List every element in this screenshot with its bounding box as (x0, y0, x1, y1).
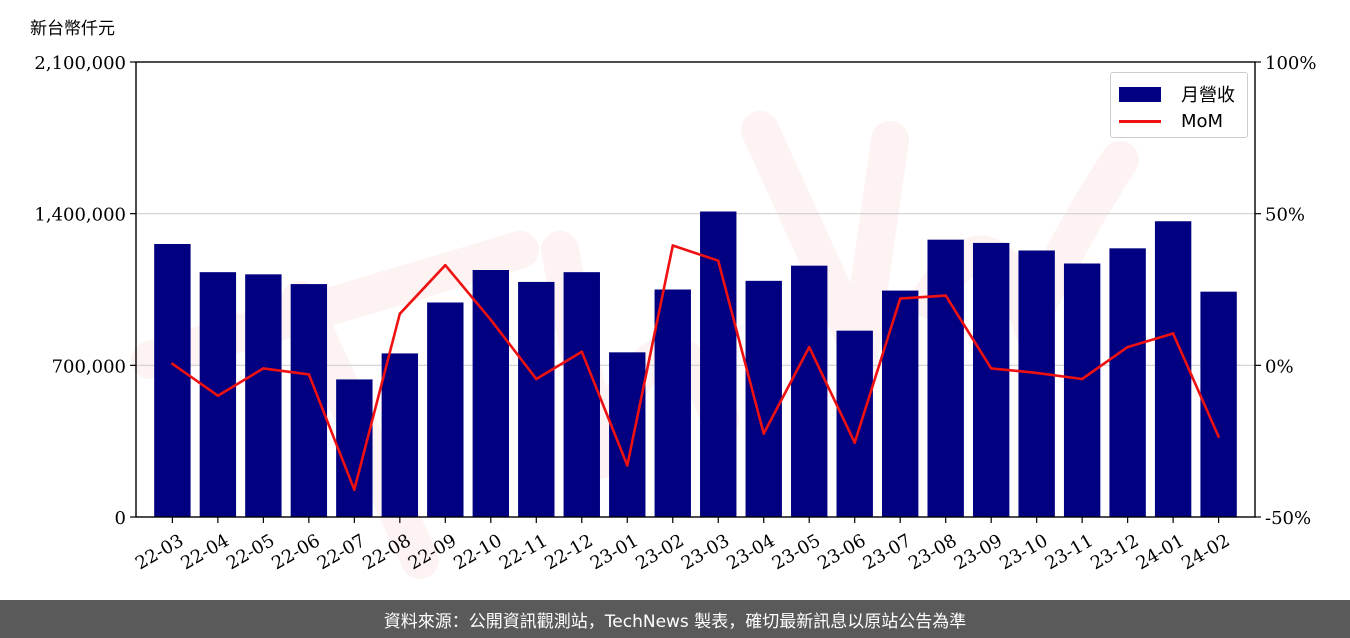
mom-point-22-06 (307, 373, 311, 376)
bar-22-09 (427, 302, 464, 517)
legend: 月營收 MoM (1110, 72, 1248, 138)
mom-point-22-11 (534, 377, 538, 381)
bar-22-05 (245, 274, 282, 517)
x-tick-label: 24-02 (1178, 530, 1233, 574)
mom-point-23-11 (1080, 377, 1084, 381)
bar-22-10 (472, 270, 509, 517)
mom-point-23-01 (625, 464, 629, 467)
y-left-tick-label: 700,000 (52, 356, 126, 377)
mom-point-23-08 (944, 294, 947, 297)
legend-item-mom: MoM (1119, 111, 1223, 132)
x-tick-label: 22-11 (496, 530, 551, 574)
plot-frame (135, 61, 1256, 518)
x-tick-label: 22-10 (450, 530, 505, 574)
bar-23-08 (927, 239, 964, 517)
source-footer: 資料來源：公開資訊觀測站，TechNews 製表，確切最新訊息以原站公告為準 (0, 600, 1350, 638)
x-tick-label: 23-09 (951, 530, 1006, 574)
bar-22-07 (336, 379, 373, 517)
bar-22-03 (154, 244, 191, 517)
legend-item-revenue: 月營收 (1119, 81, 1235, 107)
x-tick-label: 23-08 (905, 530, 960, 574)
mom-point-22-10 (489, 318, 493, 322)
bar-23-05 (791, 265, 828, 517)
legend-label-mom: MoM (1181, 111, 1224, 132)
mom-point-23-04 (762, 432, 766, 435)
x-tick-label: 23-03 (678, 530, 733, 574)
legend-swatch-bar (1119, 86, 1161, 102)
bar-22-11 (518, 281, 555, 517)
x-tick-label: 22-04 (177, 530, 232, 574)
x-tick-label: 23-06 (814, 530, 869, 574)
bar-23-11 (1063, 263, 1101, 517)
x-tick-label: 23-04 (723, 530, 778, 574)
bar-24-02 (1200, 291, 1237, 517)
x-tick-label: 23-10 (996, 530, 1051, 574)
mom-point-24-01 (1171, 332, 1175, 335)
x-tick-label: 23-01 (587, 530, 642, 574)
mom-point-22-12 (580, 350, 584, 353)
mom-point-23-03 (716, 259, 720, 262)
bar-22-06 (290, 284, 328, 517)
x-tick-label: 22-06 (268, 530, 323, 574)
bar-22-12 (563, 272, 600, 517)
y-left-tick-label: 1,400,000 (34, 205, 126, 226)
bar-23-02 (654, 289, 691, 517)
legend-label-revenue: 月營收 (1181, 85, 1235, 106)
bar-23-04 (745, 280, 782, 517)
x-tick-label: 24-01 (1133, 530, 1188, 574)
x-tick-label: 23-07 (860, 530, 915, 574)
mom-point-23-05 (807, 345, 811, 349)
x-tick-label: 23-02 (632, 530, 687, 574)
mom-point-23-10 (1035, 371, 1038, 375)
mom-point-22-09 (444, 263, 447, 267)
x-tick-label: 22-07 (314, 530, 369, 574)
mom-point-23-06 (853, 441, 857, 444)
y-left-tick-label: 2,100,000 (34, 53, 126, 74)
y-right-tick-label: -50% (1265, 508, 1311, 529)
x-tick-label: 23-05 (769, 530, 824, 574)
y-left-tick-labels: 0 700,000 1,400,000 2,100,000 (34, 53, 126, 529)
y-right-tick-label: 0% (1265, 356, 1294, 377)
mom-point-24-02 (1217, 435, 1220, 438)
x-tick-label: 22-03 (132, 530, 187, 574)
mom-point-22-05 (262, 367, 265, 370)
x-tick-label: 23-12 (1087, 530, 1142, 574)
bar-23-07 (882, 290, 919, 517)
x-tick-label: 22-12 (541, 530, 596, 574)
bar-24-01 (1154, 221, 1192, 517)
mom-point-22-08 (398, 312, 402, 316)
x-tick-labels: 22-0322-0422-0522-0622-0722-0822-0922-10… (132, 530, 1234, 574)
mom-point-23-02 (671, 244, 675, 247)
mom-point-22-03 (171, 362, 174, 366)
axes (130, 61, 1261, 523)
y-right-tick-label: 100% (1265, 53, 1316, 74)
bar-23-10 (1018, 250, 1055, 517)
y-left-tick-label: 0 (115, 508, 126, 529)
mom-point-23-07 (898, 297, 902, 300)
y-right-tick-label: 50% (1265, 205, 1305, 226)
bar-23-06 (836, 330, 873, 517)
revenue-chart: 22-0322-0422-0522-0622-0722-0822-0922-10… (34, 53, 1316, 579)
mom-line-series (171, 244, 1220, 492)
y-right-tick-labels: -50% 0% 50% 100% (1265, 53, 1316, 529)
bar-23-12 (1109, 248, 1146, 518)
mom-point-22-07 (353, 488, 356, 492)
bar-23-09 (972, 242, 1010, 517)
x-tick-label: 23-11 (1042, 530, 1097, 574)
bar-22-08 (381, 353, 419, 517)
mom-point-23-12 (1126, 345, 1129, 349)
bar-series (154, 211, 1237, 518)
legend-swatch-line (1119, 120, 1161, 123)
mom-point-22-04 (216, 394, 220, 397)
mom-line (171, 244, 1220, 492)
footer-text: 資料來源：公開資訊觀測站，TechNews 製表，確切最新訊息以原站公告為準 (383, 611, 967, 632)
y-axis-unit-label: 新台幣仟元 (30, 19, 115, 39)
mom-point-23-09 (989, 367, 993, 370)
x-tick-label: 22-05 (223, 530, 278, 574)
